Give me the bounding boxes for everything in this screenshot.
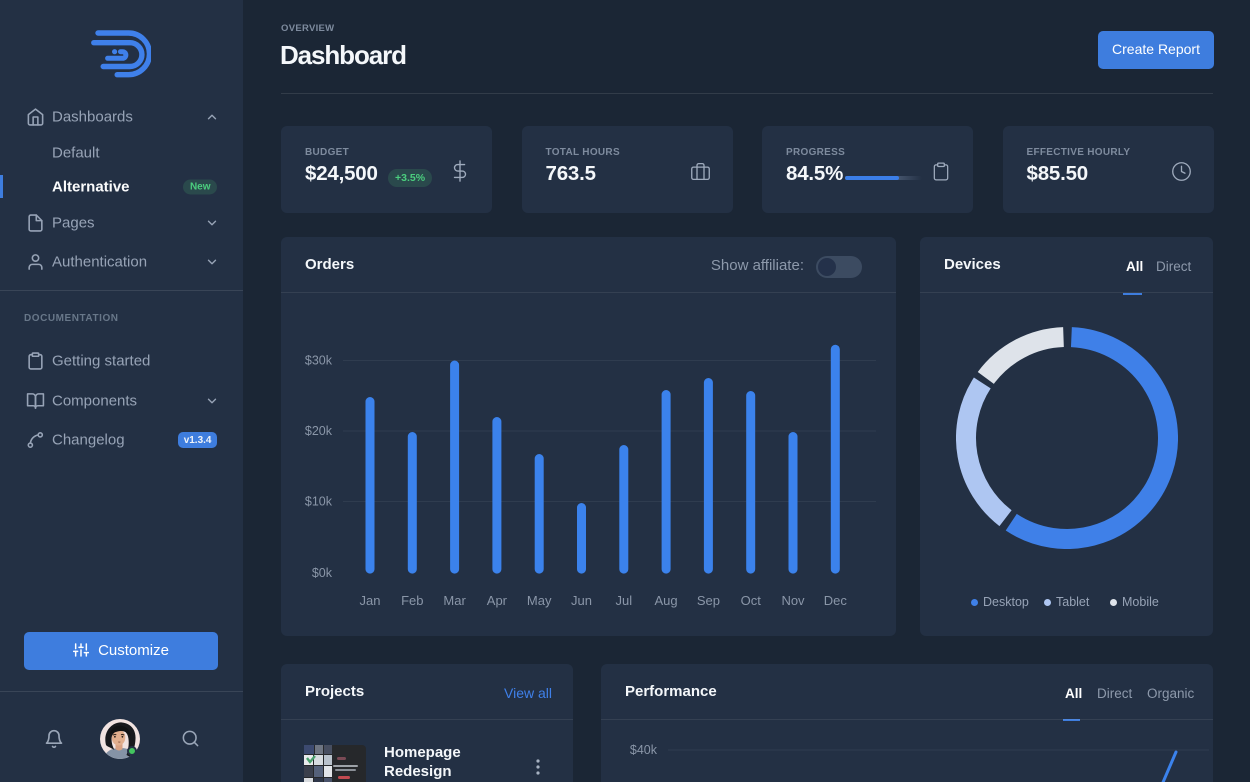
svg-text:May: May — [527, 593, 552, 608]
svg-text:Jul: Jul — [615, 593, 632, 608]
svg-text:Feb: Feb — [401, 593, 423, 608]
svg-text:Oct: Oct — [741, 593, 762, 608]
svg-text:Dec: Dec — [824, 593, 848, 608]
svg-text:Nov: Nov — [781, 593, 805, 608]
svg-text:Mar: Mar — [443, 593, 466, 608]
svg-text:$40k: $40k — [630, 743, 658, 757]
svg-text:$10k: $10k — [305, 495, 333, 509]
svg-text:Sep: Sep — [697, 593, 720, 608]
svg-text:Aug: Aug — [655, 593, 678, 608]
svg-text:$0k: $0k — [312, 566, 333, 580]
svg-text:$20k: $20k — [305, 424, 333, 438]
svg-text:Apr: Apr — [487, 593, 508, 608]
svg-text:$30k: $30k — [305, 354, 333, 368]
svg-text:Jun: Jun — [571, 593, 592, 608]
svg-text:Jan: Jan — [360, 593, 381, 608]
